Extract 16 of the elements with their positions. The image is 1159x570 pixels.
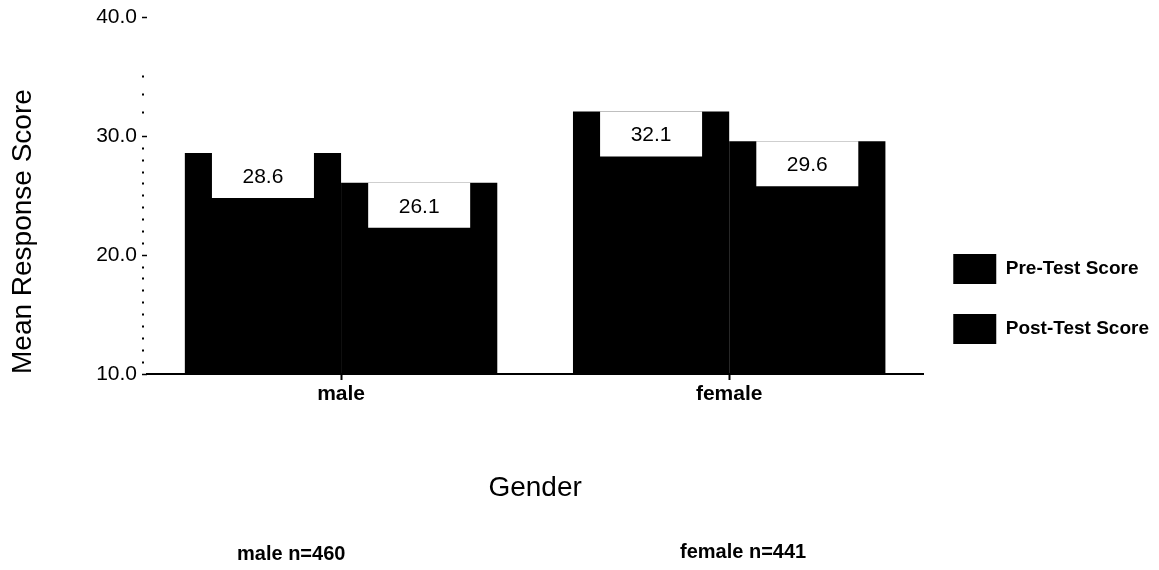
x-tick-label: female <box>695 381 763 405</box>
y-tick-label: 10.0 <box>96 360 137 384</box>
text: female n=441 <box>680 539 807 563</box>
x-axis-title: Gender <box>488 470 582 502</box>
y-tick-label: 20.0 <box>96 242 137 265</box>
text: male n=460 <box>237 541 346 565</box>
data-label: 26.1 <box>398 193 440 217</box>
legend-label: Post-Test Score <box>1005 317 1150 339</box>
x-tick-label: male <box>317 381 365 405</box>
y-axis-title: Mean Response Score <box>5 89 37 374</box>
data-label: 29.6 <box>786 151 828 175</box>
data-label: 28.6 <box>242 163 284 187</box>
data-label: 32.1 <box>630 122 672 146</box>
y-tick-label: 40.0 <box>96 4 137 28</box>
legend-label: Pre-Test Score <box>1005 257 1139 279</box>
y-tick-label: 30.0 <box>96 123 137 147</box>
